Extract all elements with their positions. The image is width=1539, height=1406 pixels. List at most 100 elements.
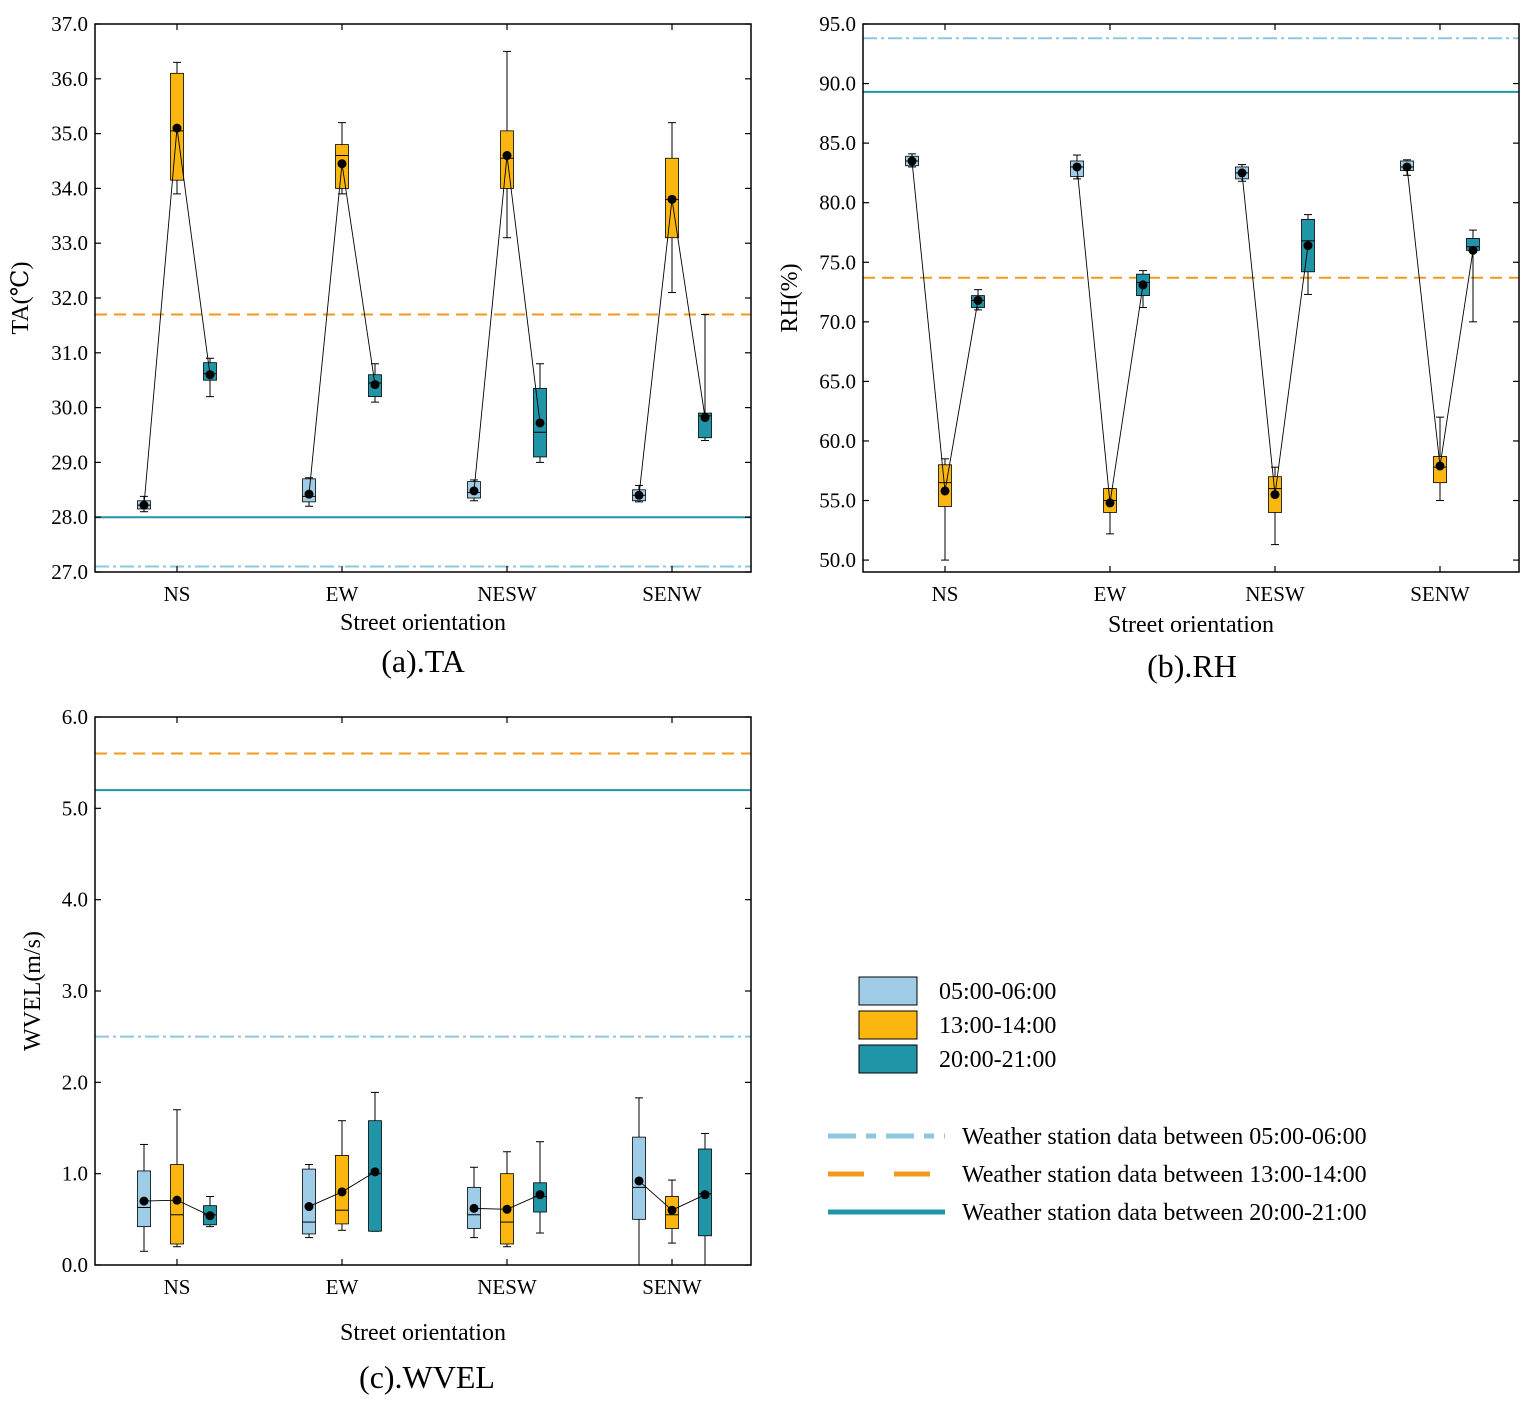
mean-marker [205, 370, 215, 380]
mean-marker [370, 380, 380, 390]
x-tick-label: NS [164, 582, 191, 606]
mean-marker [700, 412, 710, 422]
y-tick-label: 28.0 [51, 505, 88, 529]
x-tick-label: NESW [1245, 582, 1305, 606]
mean-marker [337, 1187, 347, 1197]
y-tick-label: 6.0 [62, 705, 88, 729]
legend-swatch-1 [858, 1010, 918, 1040]
legend-station-label: Weather station data between 13:00-14:00 [962, 1162, 1367, 1188]
y-tick-label: 3.0 [62, 979, 88, 1003]
y-tick-label: 75.0 [819, 250, 856, 274]
mean-marker [337, 159, 347, 169]
mean-marker [1468, 245, 1478, 255]
y-tick-label: 30.0 [51, 396, 88, 420]
mean-marker [1435, 461, 1445, 471]
x-tick-label: EW [326, 1275, 359, 1299]
chart-caption: (c).WVEL [359, 1359, 495, 1395]
y-tick-label: 2.0 [62, 1070, 88, 1094]
mean-marker [973, 295, 983, 305]
legend-period-label: 05:00-06:00 [939, 979, 1056, 1005]
y-tick-label: 33.0 [51, 231, 88, 255]
plot-frame [862, 23, 1520, 573]
legend-period-label: 20:00-21:00 [939, 1047, 1056, 1073]
y-axis-title: RH(%) [777, 263, 803, 332]
x-tick-label: EW [326, 582, 359, 606]
x-axis-title: Street orientation [1108, 612, 1274, 638]
mean-marker [469, 486, 479, 496]
mean-marker [1402, 162, 1412, 172]
mean-marker [667, 194, 677, 204]
mean-marker [304, 1202, 314, 1212]
y-tick-label: 5.0 [62, 796, 88, 820]
chart-caption: (a).TA [381, 643, 465, 679]
mean-marker [502, 151, 512, 161]
mean-marker [1237, 168, 1247, 178]
mean-marker [1303, 241, 1313, 251]
x-axis-title: Street orientation [340, 610, 506, 636]
x-tick-label: SENW [642, 1275, 702, 1299]
mean-marker [1138, 280, 1148, 290]
mean-marker [634, 1176, 644, 1186]
mean-marker [907, 156, 917, 166]
mean-marker [940, 486, 950, 496]
chart-wvel: 0.0 1.0 2.0 3.0 4.0 5.0 6.0 NS EW NESW SENW Street … [20, 705, 752, 1395]
y-tick-label: 29.0 [51, 450, 88, 474]
mean-marker [535, 418, 545, 428]
box-midday [938, 464, 952, 507]
y-tick-label: 37.0 [51, 12, 88, 36]
y-tick-label: 55.0 [819, 489, 856, 513]
chart-ta: 27.0 28.0 29.0 30.0 31.0 32.0 33.0 34.0 35.0 36.0… [8, 12, 752, 679]
y-tick-label: 27.0 [51, 560, 88, 584]
mean-marker [205, 1211, 215, 1221]
y-tick-label: 65.0 [819, 369, 856, 393]
mean-marker [139, 1196, 149, 1206]
mean-marker [1105, 498, 1115, 508]
y-tick-label: 70.0 [819, 310, 856, 334]
legend-swatch-0 [858, 976, 918, 1006]
y-tick-label: 31.0 [51, 341, 88, 365]
legend-period-label: 13:00-14:00 [939, 1013, 1056, 1039]
mean-marker [667, 1205, 677, 1215]
x-tick-label: NESW [477, 1275, 537, 1299]
x-axis-title: Street orientation [340, 1320, 506, 1346]
y-tick-label: 80.0 [819, 191, 856, 215]
y-tick-label: 90.0 [819, 72, 856, 96]
x-tick-label: NESW [477, 582, 537, 606]
y-tick-label: 34.0 [51, 176, 88, 200]
mean-marker [304, 489, 314, 499]
y-tick-label: 35.0 [51, 122, 88, 146]
mean-marker [700, 1190, 710, 1200]
y-tick-label: 0.0 [62, 1253, 88, 1277]
mean-marker [634, 490, 644, 500]
mean-marker [1072, 162, 1082, 172]
y-tick-label: 1.0 [62, 1162, 88, 1186]
y-tick-label: 60.0 [819, 429, 856, 453]
x-tick-label: SENW [642, 582, 702, 606]
y-tick-label: 4.0 [62, 888, 88, 912]
y-axis-title: WVEL(m/s) [20, 931, 46, 1051]
y-tick-label: 50.0 [819, 548, 856, 572]
legend-station-label: Weather station data between 05:00-06:00 [962, 1124, 1367, 1150]
mean-marker [172, 123, 182, 133]
mean-marker [535, 1190, 545, 1200]
mean-marker [1270, 490, 1280, 500]
y-axis-title: TA(℃) [8, 262, 34, 335]
legend-station-label: Weather station data between 20:00-21:00 [962, 1200, 1367, 1226]
y-tick-label: 85.0 [819, 131, 856, 155]
mean-marker [502, 1204, 512, 1214]
mean-marker [139, 500, 149, 510]
mean-marker [370, 1167, 380, 1177]
legend-swatch-2 [858, 1044, 918, 1074]
y-tick-label: 32.0 [51, 286, 88, 310]
chart-caption: (b).RH [1147, 648, 1237, 684]
x-tick-label: NS [164, 1275, 191, 1299]
x-tick-label: SENW [1410, 582, 1470, 606]
y-tick-label: 36.0 [51, 67, 88, 91]
mean-marker [172, 1195, 182, 1205]
y-tick-label: 95.0 [819, 12, 856, 36]
x-tick-label: EW [1094, 582, 1127, 606]
chart-rh: 50.0 55.0 60.0 65.0 70.0 75.0 80.0 85.0 90.0 95.0… [777, 12, 1520, 684]
mean-marker [469, 1203, 479, 1213]
x-tick-label: NS [932, 582, 959, 606]
